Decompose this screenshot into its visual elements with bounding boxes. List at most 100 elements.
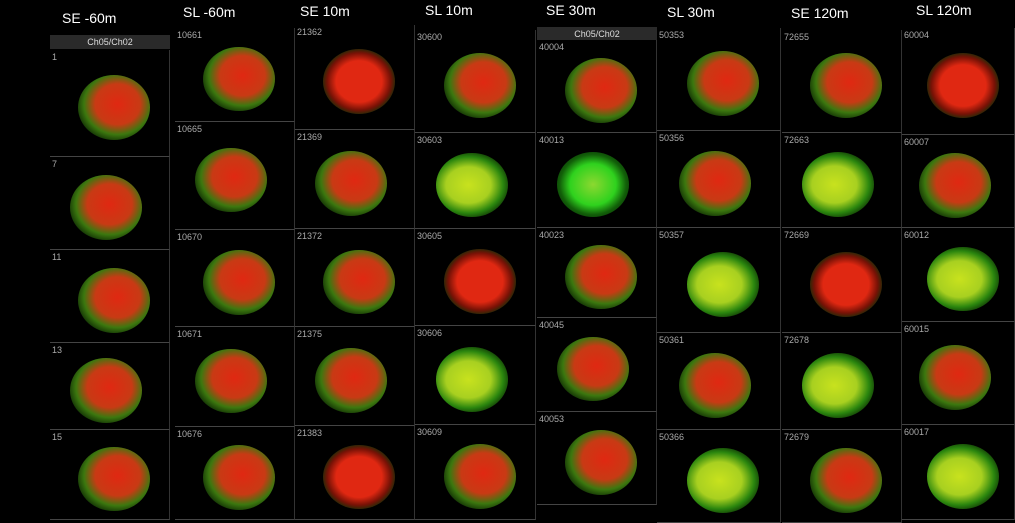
cell [926, 246, 999, 312]
object-number: 50356 [659, 133, 685, 143]
cell-image-tile[interactable]: 10665 [175, 122, 295, 230]
cell [78, 268, 150, 333]
cell-image-tile[interactable]: 50366 [657, 430, 781, 523]
column-title: SL -60m [183, 4, 236, 20]
cell-image-tile[interactable]: 50361 [657, 333, 781, 430]
cell-image-tile[interactable]: 60012 [902, 228, 1015, 322]
object-number: 50353 [659, 30, 685, 40]
cell [687, 51, 759, 116]
cell-image-tile[interactable]: 72663 [782, 133, 902, 228]
cell-image-tile[interactable]: 30605 [415, 229, 536, 326]
object-number: 40053 [539, 414, 565, 424]
object-number: 10665 [177, 124, 203, 134]
object-number: 60004 [904, 30, 930, 40]
cell [810, 53, 882, 118]
cell [315, 348, 387, 413]
cell-image-tile[interactable]: 40013 [537, 133, 657, 228]
cell-image-tile[interactable]: 60015 [902, 322, 1015, 425]
cell [687, 448, 759, 513]
cell-image-tile[interactable]: 21369 [295, 130, 415, 229]
cell [443, 444, 516, 509]
cell-image-tile[interactable]: 72679 [782, 430, 902, 523]
channel-header: Ch05/Ch02 [50, 35, 170, 49]
cell-image-tile[interactable]: 50357 [657, 228, 781, 333]
cell-image-tile[interactable]: 10670 [175, 230, 295, 327]
cell [70, 358, 142, 423]
object-number: 50366 [659, 432, 685, 442]
cell [323, 249, 395, 315]
cell-image-tile[interactable]: 40004 [537, 40, 657, 133]
object-number: 1 [52, 52, 58, 62]
cell-image-tile[interactable]: 1 [50, 50, 170, 157]
cell [565, 430, 637, 495]
cell-image-tile[interactable]: 30609 [415, 425, 536, 520]
cell [918, 153, 991, 218]
cell-image-tile[interactable]: 11 [50, 250, 170, 343]
object-number: 13 [52, 345, 63, 355]
object-number: 72679 [784, 432, 810, 442]
object-number: 7 [52, 159, 58, 169]
cell-image-tile[interactable]: 40023 [537, 228, 657, 318]
cell-image-tile[interactable]: 7 [50, 157, 170, 250]
object-number: 10676 [177, 429, 203, 439]
cell-image-tile[interactable]: 60007 [902, 135, 1015, 228]
column-title: SE 30m [546, 2, 596, 18]
cell-image-tile[interactable]: 50356 [657, 131, 781, 228]
cell-image-tile[interactable]: 13 [50, 343, 170, 430]
object-number: 21362 [297, 27, 323, 37]
cell [315, 151, 387, 216]
object-number: 72663 [784, 135, 810, 145]
cell-image-tile[interactable]: 21372 [295, 229, 415, 327]
cell [557, 152, 629, 217]
cell [926, 53, 999, 118]
cell-image-tile[interactable]: 72678 [782, 333, 902, 430]
object-number: 60012 [904, 230, 930, 240]
cell-image-tile[interactable]: 15 [50, 430, 170, 520]
object-number: 60007 [904, 137, 930, 147]
object-number: 30603 [417, 135, 443, 145]
cell [687, 252, 759, 317]
cell-image-tile[interactable]: 40053 [537, 412, 657, 505]
channel-header: Ch05/Ch02 [537, 27, 657, 41]
cell-image-tile[interactable]: 21375 [295, 327, 415, 426]
cell-image-tile[interactable]: 60004 [902, 28, 1015, 135]
object-number: 10671 [177, 329, 203, 339]
cell-image-tile[interactable]: 10671 [175, 327, 295, 427]
object-number: 60015 [904, 324, 930, 334]
column-title: SE -60m [62, 10, 117, 26]
object-number: 15 [52, 432, 63, 442]
object-number: 40004 [539, 42, 565, 52]
cell-image-tile[interactable]: 21362 [295, 25, 415, 130]
cell-image-tile[interactable]: 60017 [902, 425, 1015, 520]
cell-image-tile[interactable]: 30600 [415, 30, 536, 133]
object-number: 10670 [177, 232, 203, 242]
column-title: SL 120m [916, 2, 972, 18]
object-number: 30609 [417, 427, 443, 437]
cell [435, 152, 508, 218]
cell [195, 348, 267, 414]
cell-image-tile[interactable]: 30606 [415, 326, 536, 425]
cell-image-tile[interactable]: 40045 [537, 318, 657, 412]
object-number: 11 [52, 252, 62, 262]
cell [679, 151, 751, 216]
cell [70, 175, 142, 240]
object-number: 50357 [659, 230, 685, 240]
column-title: SE 10m [300, 3, 350, 19]
cell-image-tile[interactable]: 21383 [295, 426, 415, 520]
cell [78, 75, 150, 140]
cell-image-tile[interactable]: 10661 [175, 28, 295, 122]
object-number: 40023 [539, 230, 565, 240]
cell [443, 53, 516, 118]
cell-image-tile[interactable]: 72669 [782, 228, 902, 333]
object-number: 72678 [784, 335, 810, 345]
cell-image-tile[interactable]: 72655 [782, 30, 902, 133]
cell [679, 353, 751, 418]
cell-image-tile[interactable]: 10676 [175, 427, 295, 520]
cell [565, 244, 637, 310]
cell-image-tile[interactable]: 30603 [415, 133, 536, 229]
object-number: 21383 [297, 428, 323, 438]
cell [810, 448, 882, 513]
object-number: 72669 [784, 230, 810, 240]
object-number: 30606 [417, 328, 443, 338]
cell-image-tile[interactable]: 50353 [657, 28, 781, 131]
